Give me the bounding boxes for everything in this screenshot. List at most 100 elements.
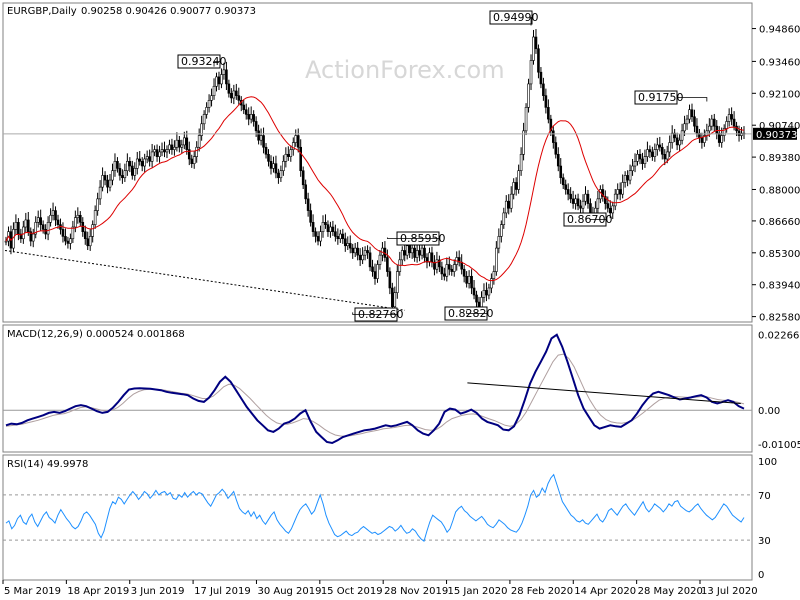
candle-body [720, 135, 724, 143]
candle-body [93, 210, 97, 225]
candle-body [361, 254, 364, 261]
candle-body [49, 214, 52, 223]
candle-body [74, 217, 77, 228]
rsi-y-label: 0 [758, 570, 764, 581]
candle-body [628, 170, 632, 181]
candle-body [96, 198, 99, 211]
candle-body [549, 118, 553, 132]
candle-body [324, 222, 327, 225]
candle-body [641, 158, 644, 164]
price-annotation: 0.86700 [567, 213, 613, 226]
candle-body [334, 231, 337, 237]
price-annotation: 0.94990 [493, 11, 539, 24]
candle-body [688, 109, 691, 120]
candle-body [601, 189, 605, 197]
candle-body [732, 118, 736, 127]
candle-body [408, 245, 411, 254]
candle-body [287, 153, 290, 157]
y-axis-label: 0.82580 [759, 313, 800, 324]
macd-panel: 0.022662 0.00 -0.010052 MACD(12,26,9) 0.000… [3, 329, 800, 451]
candle-body [14, 222, 18, 230]
candle-body [353, 247, 357, 254]
candle-body [296, 135, 300, 148]
candle-body [101, 175, 104, 188]
y-axis-label: 0.86660 [759, 217, 800, 228]
candle-body [611, 205, 615, 214]
candle-body [665, 151, 669, 160]
candle-body [103, 175, 107, 181]
x-axis-label: 30 Aug 2019 [257, 586, 321, 597]
candle-body [703, 135, 706, 143]
candle-body [705, 130, 709, 136]
candle-body [722, 128, 726, 136]
price-panel: ActionForex.com 0.94860 0.93460 0.92100 0.90… [3, 6, 800, 324]
y-axis-label: 0.83940 [759, 281, 800, 292]
candle-body [83, 231, 87, 240]
candle-body [537, 48, 540, 73]
price-annotation: 0.91750 [638, 91, 684, 104]
candle-body [220, 74, 223, 85]
candle-body [391, 287, 394, 308]
candle-body [388, 271, 392, 289]
x-axis-label: 28 Nov 2019 [384, 586, 448, 597]
candle-body [202, 114, 206, 125]
candle-body [636, 153, 639, 162]
candle-body [529, 60, 533, 85]
candle-body [740, 132, 743, 136]
candle-body [309, 210, 312, 223]
candle-body [700, 137, 704, 143]
candle-body [623, 175, 627, 183]
candle-body [155, 149, 159, 157]
candle-body [420, 247, 424, 256]
macd-y-label: -0.010052 [758, 440, 800, 451]
rsi-y-label: 100 [758, 457, 777, 468]
candle-body [589, 203, 592, 214]
candle-body [34, 222, 38, 235]
candle-body [222, 69, 226, 75]
candle-body [22, 226, 25, 240]
candle-body [356, 247, 359, 256]
candle-body [88, 236, 92, 247]
candle-body [643, 156, 647, 164]
candle-body [539, 71, 543, 85]
candle-body [249, 114, 253, 120]
candle-body [673, 132, 676, 139]
candle-body [470, 275, 473, 289]
macd-trendline [467, 382, 741, 405]
candle-body [237, 95, 241, 101]
candle-body [534, 36, 538, 50]
candle-body [708, 125, 711, 132]
candle-body [596, 198, 600, 209]
y-axis-label: 0.94860 [759, 25, 800, 36]
candle-body [618, 189, 622, 195]
candle-body [415, 250, 419, 258]
candle-body [569, 193, 572, 200]
candle-body [480, 297, 483, 308]
candle-body [576, 198, 580, 207]
candle-body [210, 95, 213, 101]
candle-body [306, 198, 310, 211]
panel-frame [2, 2, 753, 323]
candle-body [138, 158, 142, 162]
candle-body [301, 170, 305, 186]
candle-body [522, 130, 525, 155]
candle-body [621, 182, 624, 195]
candle-body [111, 170, 114, 181]
rsi-title: RSI(14) 49.9978 [7, 459, 88, 470]
candle-body [586, 193, 590, 204]
macd-main-line [5, 333, 745, 445]
candle-body [717, 132, 721, 143]
candle-body [413, 247, 416, 258]
candle-body [190, 158, 194, 164]
current-price-label: 0.90373 [756, 130, 797, 141]
candle-body [462, 268, 466, 277]
candle-body [140, 161, 144, 167]
candle-body [393, 292, 397, 308]
candle-body [153, 149, 156, 153]
candle-body [272, 163, 275, 169]
candle-body [465, 275, 468, 284]
candle-body [418, 250, 421, 256]
candle-body [76, 214, 80, 218]
candle-body [616, 189, 619, 195]
candle-body [235, 90, 238, 96]
